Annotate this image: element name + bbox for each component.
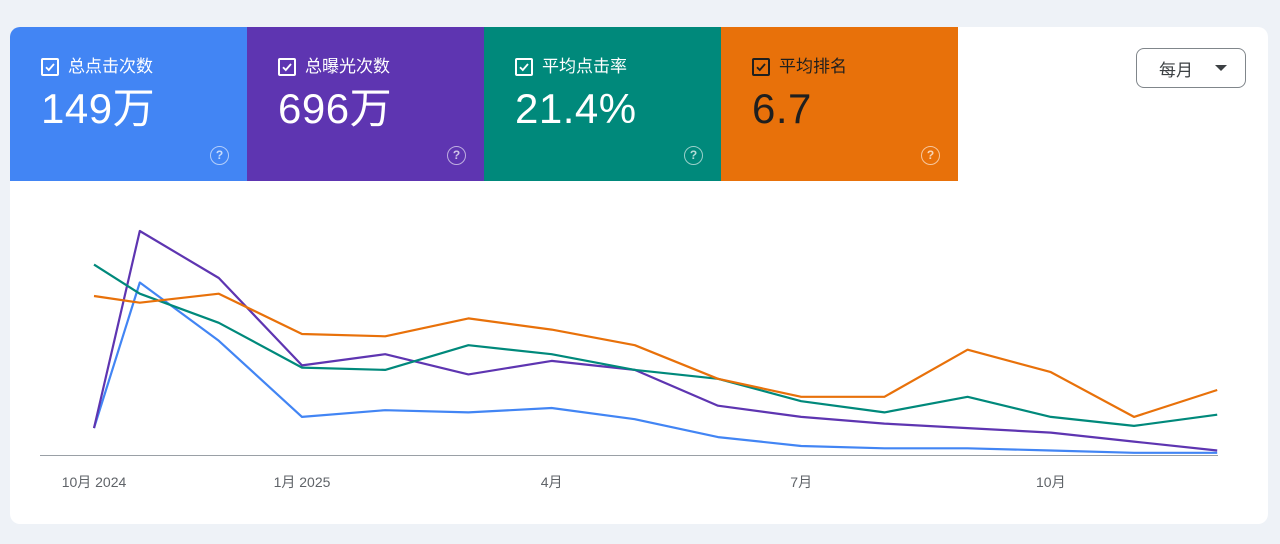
series-line-ctr[interactable] bbox=[93, 263, 1218, 427]
x-tick-label: 4月 bbox=[541, 474, 563, 490]
help-icon[interactable]: ? bbox=[921, 146, 940, 165]
performance-line-chart: 10月 2024 1月 2025 4月 7月 10月 bbox=[40, 229, 1218, 490]
help-icon[interactable]: ? bbox=[684, 146, 703, 165]
metric-tiles: 总点击次数 149万? 总曝光次数 696万? 平均点击率 21.4%? 平均排名 6.7? bbox=[10, 27, 958, 181]
x-tick-label: 7月 bbox=[790, 474, 812, 490]
metric-label: 平均点击率 bbox=[542, 57, 627, 76]
help-icon[interactable]: ? bbox=[210, 146, 229, 165]
x-tick-label: 1月 2025 bbox=[274, 474, 331, 490]
series-line-clicks[interactable] bbox=[92, 281, 1218, 454]
checkbox-checked-icon[interactable] bbox=[41, 58, 59, 76]
series-line-impressions[interactable] bbox=[92, 229, 1218, 452]
metric-header: 总曝光次数 bbox=[278, 57, 484, 77]
metric-value: 149万 bbox=[41, 85, 156, 132]
metric-label: 平均排名 bbox=[779, 57, 847, 76]
metric-label: 总点击次数 bbox=[68, 57, 153, 76]
x-tick-label: 10月 bbox=[1036, 474, 1066, 490]
checkbox-checked-icon[interactable] bbox=[278, 58, 296, 76]
metric-header: 总点击次数 bbox=[41, 57, 247, 77]
metric-value: 696万 bbox=[278, 85, 393, 132]
x-tick-label: 10月 2024 bbox=[62, 474, 127, 490]
metric-tile-position[interactable]: 平均排名 6.7? bbox=[721, 27, 958, 181]
help-icon[interactable]: ? bbox=[447, 146, 466, 165]
chevron-down-icon bbox=[1215, 65, 1227, 71]
metric-label: 总曝光次数 bbox=[305, 57, 390, 76]
metric-tile-clicks[interactable]: 总点击次数 149万? bbox=[10, 27, 247, 181]
performance-card: 总点击次数 149万? 总曝光次数 696万? 平均点击率 21.4%? 平均排名 6.7? … bbox=[10, 27, 1268, 524]
metric-header: 平均点击率 bbox=[515, 57, 721, 77]
metric-header: 平均排名 bbox=[752, 57, 958, 77]
period-dropdown[interactable]: 每月 bbox=[1136, 48, 1246, 88]
checkbox-checked-icon[interactable] bbox=[752, 58, 770, 76]
metric-tile-ctr[interactable]: 平均点击率 21.4%? bbox=[484, 27, 721, 181]
metric-value: 21.4% bbox=[515, 85, 637, 132]
period-dropdown-value: 每月 bbox=[1159, 60, 1193, 80]
series-line-position[interactable] bbox=[93, 292, 1218, 418]
metric-value: 6.7 bbox=[752, 85, 812, 132]
metric-tile-impressions[interactable]: 总曝光次数 696万? bbox=[247, 27, 484, 181]
checkbox-checked-icon[interactable] bbox=[515, 58, 533, 76]
